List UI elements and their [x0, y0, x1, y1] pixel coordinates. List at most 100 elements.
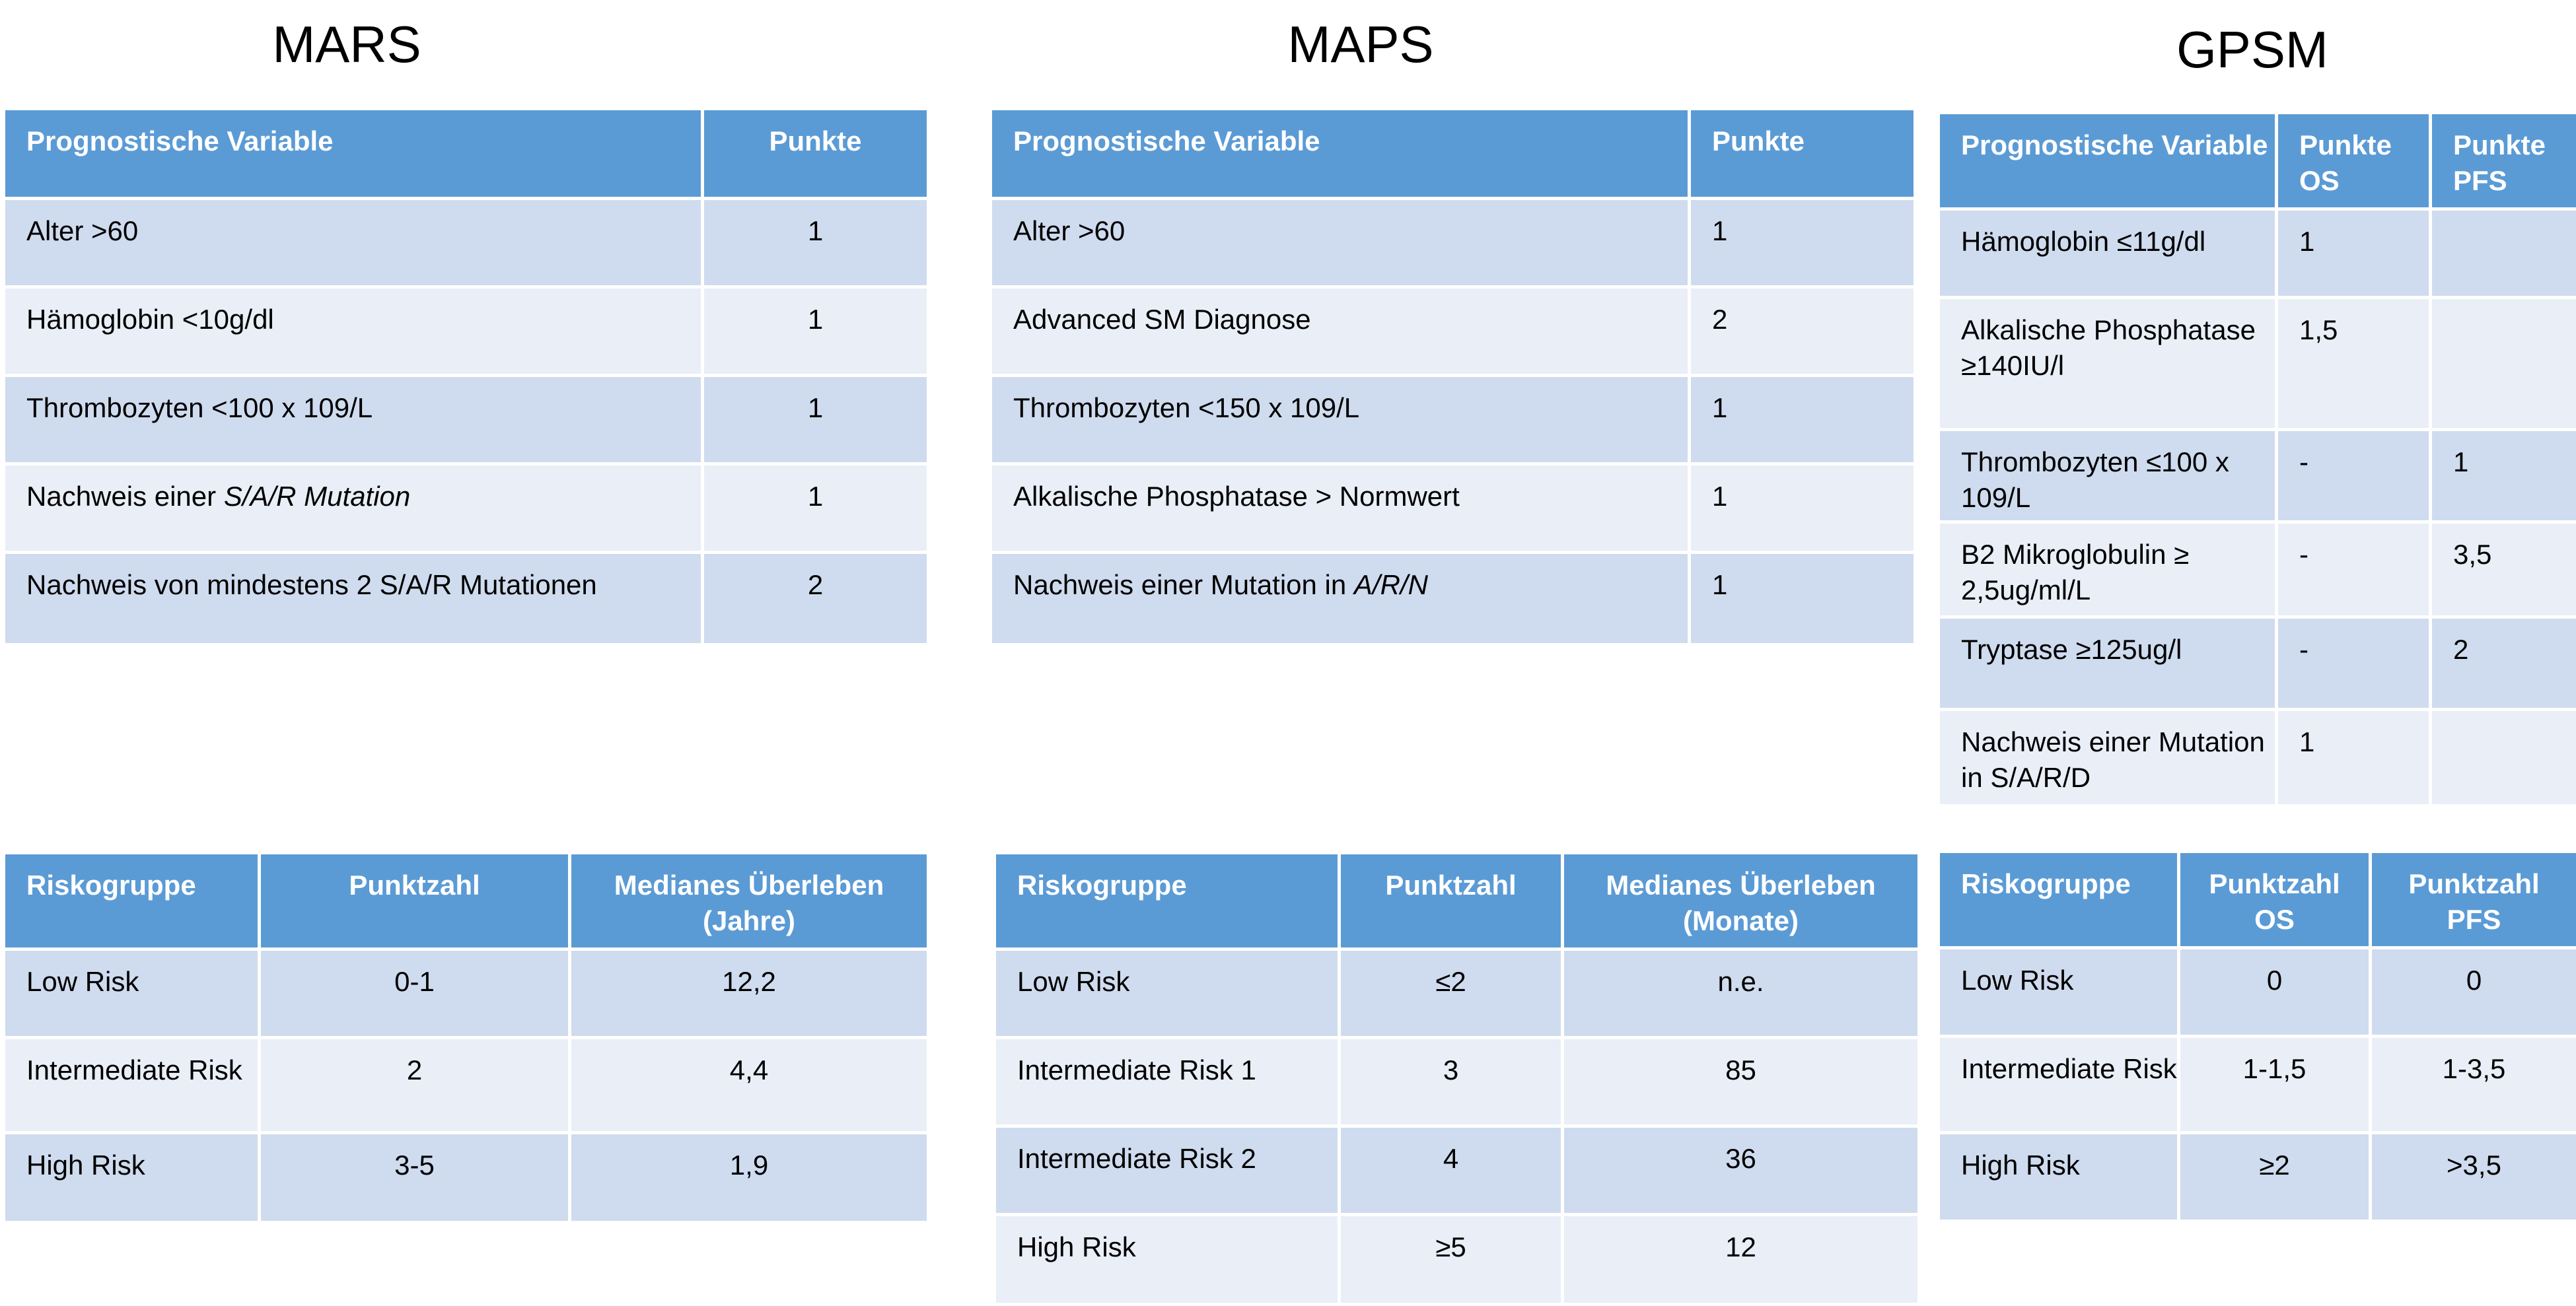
table-row: Alter >60 1: [4, 199, 929, 287]
header-cell: Punkte: [703, 109, 929, 199]
table-header-row: Riskogruppe Punktzahl Medianes Überleben…: [4, 853, 929, 949]
os-score-cell: 0: [2179, 948, 2371, 1037]
points-cell: 1: [1690, 464, 1915, 553]
header-cell: Medianes Überleben (Monate): [1563, 853, 1919, 949]
table-row: Nachweis einer Mutation in A/R/N 1: [991, 553, 1915, 645]
table-row: Advanced SM Diagnose 2: [991, 287, 1915, 376]
table-row: High Risk ≥5 12: [995, 1215, 1919, 1305]
survival-cell: 36: [1563, 1126, 1919, 1215]
os-points-cell: 1: [2277, 710, 2431, 806]
points-cell: 1: [703, 199, 929, 287]
survival-cell: n.e.: [1563, 949, 1919, 1038]
table-header-row: Prognostische Variable Punkte: [4, 109, 929, 199]
header-cell: Prognostische Variable: [1939, 113, 2277, 209]
table-row: Thrombozyten <100 x 109/L 1: [4, 376, 929, 464]
variable-cell: Alter >60: [991, 199, 1690, 287]
pfs-score-cell: 1-3,5: [2371, 1037, 2576, 1133]
header-cell: Punkte PFS: [2431, 113, 2576, 209]
score-cell: ≥5: [1340, 1215, 1563, 1305]
table-row: Alkalische Phosphatase ≥140IU/l 1,5: [1939, 298, 2576, 430]
table-row: Intermediate Risk 2 4,4: [4, 1038, 929, 1133]
group-cell: Intermediate Risk: [1939, 1037, 2179, 1133]
os-score-cell: 1-1,5: [2179, 1037, 2371, 1133]
pfs-points-cell: 1: [2431, 430, 2576, 522]
mars-title: MARS: [0, 15, 694, 75]
points-cell: 1: [703, 464, 929, 553]
table-row: Low Risk 0-1 12,2: [4, 949, 929, 1038]
table-row: Hämoglobin ≤11g/dl 1: [1939, 209, 2576, 298]
table-header-row: Riskogruppe Punktzahl Medianes Überleben…: [995, 853, 1919, 949]
pfs-points-cell: [2431, 298, 2576, 430]
gpsm-variables-table: Prognostische Variable Punkte OS Punkte …: [1937, 111, 2576, 808]
table-row: Thrombozyten ≤100 x 109/L - 1: [1939, 430, 2576, 522]
maps-title: MAPS: [991, 15, 1731, 75]
table-row: Alter >60 1: [991, 199, 1915, 287]
header-cell: Prognostische Variable: [4, 109, 703, 199]
score-cell: 0-1: [260, 949, 570, 1038]
table-row: Intermediate Risk 1 3 85: [995, 1038, 1919, 1126]
variable-italic-text: S/A/R Mutation: [224, 481, 410, 512]
variable-cell: Nachweis einer Mutation in A/R/N: [991, 553, 1690, 645]
os-points-cell: 1,5: [2277, 298, 2431, 430]
variable-cell: Nachweis einer Mutation in S/A/R/D: [1939, 710, 2277, 806]
points-cell: 2: [703, 553, 929, 645]
header-cell: Riskogruppe: [1939, 852, 2179, 948]
header-cell: Medianes Überleben (Jahre): [570, 853, 929, 949]
variable-cell: Thrombozyten <150 x 109/L: [991, 376, 1690, 464]
table-row: Intermediate Risk 1-1,5 1-3,5: [1939, 1037, 2576, 1133]
variable-cell: Alter >60: [4, 199, 703, 287]
variable-cell: B2 Mikroglobulin ≥ 2,5ug/ml/L: [1939, 522, 2277, 617]
variable-cell: Advanced SM Diagnose: [991, 287, 1690, 376]
group-cell: High Risk: [1939, 1133, 2179, 1221]
score-cell: 3-5: [260, 1133, 570, 1223]
os-points-cell: -: [2277, 522, 2431, 617]
survival-cell: 1,9: [570, 1133, 929, 1223]
pfs-score-cell: 0: [2371, 948, 2576, 1037]
header-cell: Punkte OS: [2277, 113, 2431, 209]
table-row: Nachweis einer Mutation in S/A/R/D 1: [1939, 710, 2576, 806]
points-cell: 1: [703, 287, 929, 376]
survival-cell: 12: [1563, 1215, 1919, 1305]
header-cell: Punktzahl: [260, 853, 570, 949]
points-cell: 1: [1690, 553, 1915, 645]
table-row: High Risk ≥2 >3,5: [1939, 1133, 2576, 1221]
group-cell: Low Risk: [1939, 948, 2179, 1037]
pfs-score-cell: >3,5: [2371, 1133, 2576, 1221]
points-cell: 1: [1690, 199, 1915, 287]
group-cell: High Risk: [4, 1133, 260, 1223]
variable-cell: Thrombozyten <100 x 109/L: [4, 376, 703, 464]
variable-cell: Hämoglobin <10g/dl: [4, 287, 703, 376]
header-cell: Punkte: [1690, 109, 1915, 199]
survival-cell: 12,2: [570, 949, 929, 1038]
table-row: B2 Mikroglobulin ≥ 2,5ug/ml/L - 3,5: [1939, 522, 2576, 617]
header-cell: Riskogruppe: [995, 853, 1340, 949]
os-points-cell: -: [2277, 617, 2431, 710]
table-header-row: Prognostische Variable Punkte OS Punkte …: [1939, 113, 2576, 209]
table-row: Tryptase ≥125ug/l - 2: [1939, 617, 2576, 710]
variable-cell: Hämoglobin ≤11g/dl: [1939, 209, 2277, 298]
header-cell: Riskogruppe: [4, 853, 260, 949]
variable-cell: Nachweis einer S/A/R Mutation: [4, 464, 703, 553]
score-cell: 2: [260, 1038, 570, 1133]
header-cell: Punktzahl PFS: [2371, 852, 2576, 948]
variable-cell: Alkalische Phosphatase > Normwert: [991, 464, 1690, 553]
points-cell: 1: [1690, 376, 1915, 464]
table-row: Nachweis von mindestens 2 S/A/R Mutation…: [4, 553, 929, 645]
table-row: Alkalische Phosphatase > Normwert 1: [991, 464, 1915, 553]
header-cell: Punktzahl: [1340, 853, 1563, 949]
variable-cell: Thrombozyten ≤100 x 109/L: [1939, 430, 2277, 522]
variable-cell: Tryptase ≥125ug/l: [1939, 617, 2277, 710]
variable-text: Nachweis einer: [26, 481, 224, 512]
header-cell: Punktzahl OS: [2179, 852, 2371, 948]
variable-text: Nachweis einer Mutation in: [1013, 569, 1354, 600]
points-cell: 1: [703, 376, 929, 464]
pfs-points-cell: [2431, 209, 2576, 298]
variable-cell: Nachweis von mindestens 2 S/A/R Mutation…: [4, 553, 703, 645]
score-cell: ≤2: [1340, 949, 1563, 1038]
group-cell: Intermediate Risk 1: [995, 1038, 1340, 1126]
table-row: Low Risk ≤2 n.e.: [995, 949, 1919, 1038]
table-header-row: Riskogruppe Punktzahl OS Punktzahl PFS: [1939, 852, 2576, 948]
pfs-points-cell: 2: [2431, 617, 2576, 710]
survival-cell: 4,4: [570, 1038, 929, 1133]
group-cell: High Risk: [995, 1215, 1340, 1305]
